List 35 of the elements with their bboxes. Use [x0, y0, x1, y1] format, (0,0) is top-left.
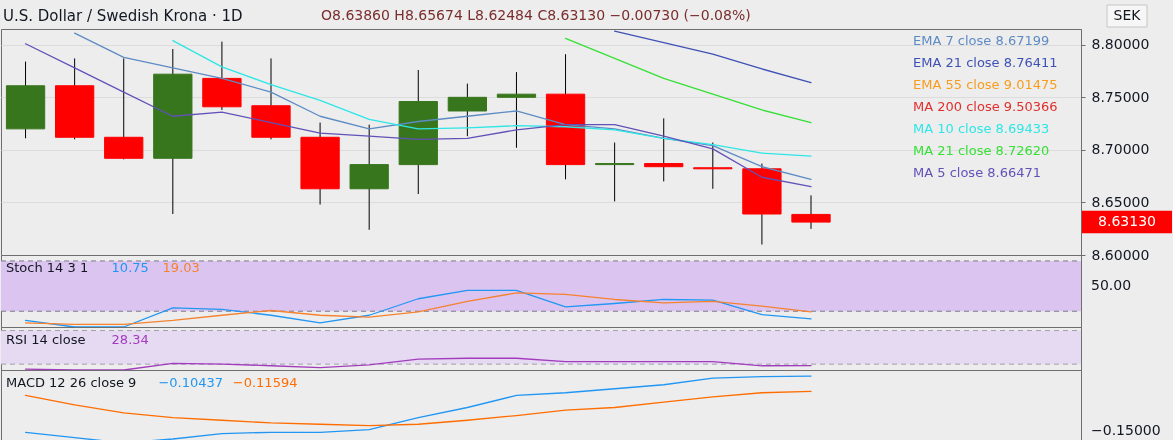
- text: SEK: [1113, 7, 1142, 23]
- text: −0.15000: [1091, 422, 1161, 438]
- text: MA 10 close 8.69433: [913, 121, 1050, 136]
- chart-title: Stoch 14 3 1: [6, 260, 89, 275]
- line-series: [613, 30, 812, 84]
- legend-label: MA 200 close 9.50366: [913, 99, 1058, 114]
- y-tick-label: 8.80000: [1091, 36, 1150, 53]
- text: −0.10437: [158, 375, 224, 390]
- candlestick: [644, 117, 684, 182]
- line-series: [172, 39, 812, 157]
- chart-title: RSI 14 close: [6, 332, 86, 347]
- legend-label: EMA 55 close 9.01475: [913, 77, 1058, 92]
- y-tick-label: 8.65000: [1091, 193, 1150, 210]
- candlestick: [496, 71, 537, 149]
- candlestick: [693, 142, 733, 190]
- text: 50.00: [1091, 277, 1132, 294]
- y-tick-label: 8.60000: [1091, 246, 1150, 263]
- y-tick-label: 8.70000: [1091, 141, 1150, 158]
- chart-subtitle: O8.63860 H8.65674 L8.62484 C8.63130 −0.00730 (−0.08%): [321, 7, 751, 23]
- chart-title: U.S. Dollar / Swedish Krona · 1D: [3, 7, 243, 25]
- y-tick-label: 8.75000: [1091, 88, 1150, 105]
- text: 19.03: [162, 260, 200, 275]
- line-series: [564, 37, 812, 124]
- text: EMA 7 close 8.67199: [913, 33, 1050, 48]
- line-series: [24, 43, 812, 188]
- series-label: 28.34: [111, 332, 149, 347]
- text: 10.75: [111, 260, 149, 275]
- text: MA 21 close 8.72620: [913, 143, 1050, 158]
- text: 8.63130: [1098, 213, 1156, 230]
- text: MA 5 close 8.66471: [913, 165, 1042, 180]
- candlestick: [594, 142, 635, 202]
- text: EMA 21 close 8.76411: [913, 55, 1058, 70]
- text: −0.11594: [232, 375, 298, 390]
- line-series: [73, 32, 812, 180]
- chart-title: MACD 12 26 close 9: [6, 375, 137, 390]
